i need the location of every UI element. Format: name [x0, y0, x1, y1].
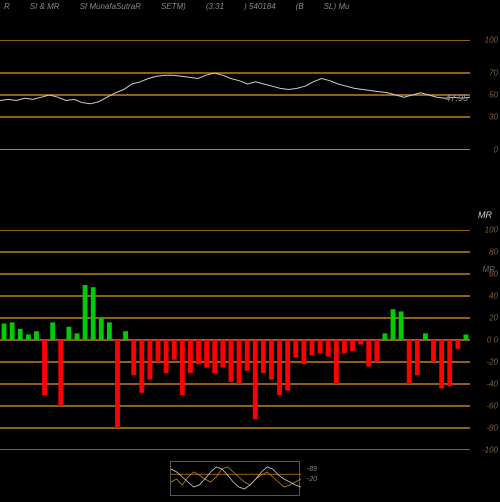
thumbnail-chart: -89 -20	[170, 461, 300, 496]
thumb-label-2: -20	[307, 476, 317, 483]
oscillator-chart	[0, 40, 470, 150]
top-axis: 0305070100	[470, 40, 500, 150]
mr-label: MR	[478, 210, 492, 220]
chart-header: R SI & MR SI MunafaSutraR SETM) (3.31 ) …	[0, 0, 500, 14]
header-item: SI MunafaSutraR	[80, 2, 141, 12]
bottom-axis: -100-80-60-40-200 020406080100	[470, 230, 500, 450]
header-item: SETM)	[161, 2, 186, 12]
thumb-label-1: -89	[307, 466, 317, 473]
header-item: R	[4, 2, 10, 12]
current-value-label: 47.95	[445, 93, 468, 103]
header-item: SL) Mu	[324, 2, 350, 12]
header-item: ) 540184	[244, 2, 276, 12]
header-item: (3.31	[206, 2, 224, 12]
momentum-bar-chart	[0, 230, 470, 450]
header-item: (B	[296, 2, 304, 12]
header-item: SI & MR	[30, 2, 60, 12]
